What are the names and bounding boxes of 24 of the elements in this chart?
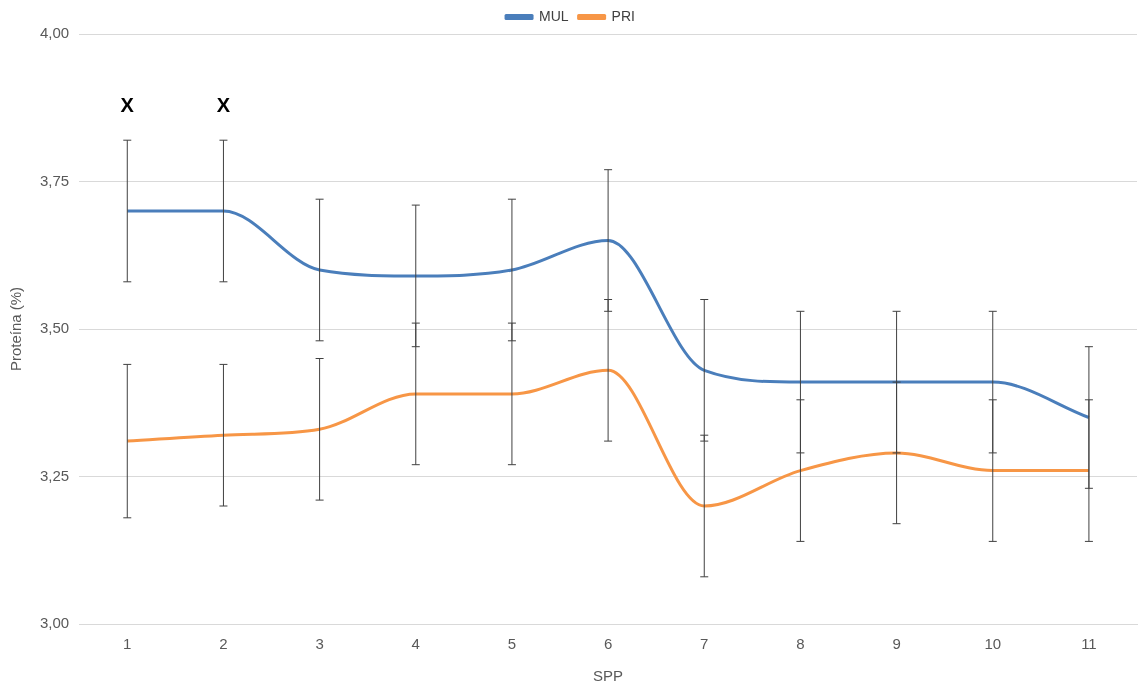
legend-label: PRI [611,7,635,24]
y-tick-label: 3,50 [39,319,70,337]
x-axis-title: SPP [593,667,624,685]
x-tick-label: 2 [219,635,228,653]
x-tick-label: 6 [603,635,613,653]
annotation: X [120,93,135,116]
y-tick-label: 3,75 [39,171,70,189]
y-axis-title: Proteína (%) [7,286,25,372]
y-tick-label: 4,00 [39,24,70,42]
y-tick-label: 3,00 [39,614,70,632]
line-series [125,209,1091,419]
line-series [125,368,1091,508]
legend-label: MUL [539,7,569,24]
x-tick-label: 1 [123,635,132,653]
x-tick-label: 9 [892,635,901,653]
x-tick-label: 10 [984,635,1002,653]
x-tick-label: 5 [507,635,517,653]
y-tick-label: 3,25 [39,466,70,484]
x-tick-label: 3 [315,635,324,653]
annotation: X [216,93,231,116]
x-tick-label: 8 [796,635,805,653]
x-tick-label: 11 [1081,635,1097,653]
x-tick-label: 7 [700,635,709,653]
x-tick-label: 4 [411,635,420,653]
